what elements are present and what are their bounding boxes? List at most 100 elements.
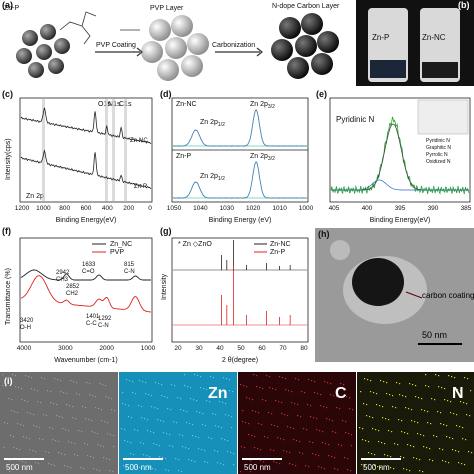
map-dot (93, 457, 95, 459)
map-dot (95, 396, 97, 398)
map-dot (453, 413, 455, 415)
map-dot (250, 460, 252, 462)
map-dot (312, 442, 314, 444)
x-tick-label: 70 (279, 345, 287, 352)
map-dot (32, 450, 34, 452)
map-dot (70, 467, 72, 469)
map-dot (101, 420, 103, 422)
map-dot (267, 437, 269, 439)
map-dot (405, 396, 407, 398)
scale-label: 500 nm (244, 463, 271, 472)
x-tick-label: 80 (300, 345, 308, 352)
map-dot (33, 425, 35, 427)
map-dot (461, 463, 463, 465)
map-dot (249, 398, 251, 400)
map-dot (454, 377, 456, 379)
map-dot (367, 379, 369, 381)
map-dot (456, 425, 458, 427)
map-dot (113, 446, 115, 448)
map-dot (103, 457, 105, 459)
map-dot (342, 420, 344, 422)
map-dot (240, 384, 242, 386)
map-dot (382, 406, 384, 408)
map-dot (190, 398, 192, 400)
map-dot (198, 448, 200, 450)
map-dot (407, 444, 409, 446)
map-dot (37, 390, 39, 392)
map-dot (326, 407, 328, 409)
map-dot (151, 406, 153, 408)
map-dot (221, 438, 223, 440)
map-dot (469, 415, 471, 417)
map-dot (456, 414, 458, 416)
scale-label: 500 nm (6, 463, 33, 472)
map-dot (418, 397, 420, 399)
map-dot (109, 459, 111, 461)
map-dot (384, 443, 386, 445)
sphere (28, 62, 44, 78)
map-dot (196, 400, 198, 402)
map-dot (417, 422, 419, 424)
band-label: CH3 (56, 277, 69, 283)
peak-text: Zn 2p (250, 101, 268, 108)
map-dot (46, 415, 48, 417)
sphere (301, 13, 323, 35)
map-dot (130, 453, 132, 455)
map-dot (432, 460, 434, 462)
map-dot (131, 417, 133, 419)
map-dot (413, 446, 415, 448)
map-dot (29, 449, 31, 451)
map-dot (423, 446, 425, 448)
map-dot (216, 389, 218, 391)
map-dot (347, 469, 349, 471)
map-dot (104, 421, 106, 423)
spectrum (173, 109, 307, 147)
map-dot (13, 436, 15, 438)
map-dot (203, 388, 205, 390)
map-dot (112, 471, 114, 473)
map-dot (313, 417, 315, 419)
sphere (187, 33, 209, 55)
map-dot (206, 400, 208, 402)
sphere (171, 15, 193, 37)
map-dot (50, 402, 52, 404)
inset (417, 99, 469, 135)
x-tick-label: 3000 (58, 345, 73, 352)
map-dot (163, 432, 165, 434)
map-dot (314, 392, 316, 394)
map-dot (376, 404, 378, 406)
map-dot (438, 386, 440, 388)
sphere (22, 30, 38, 46)
map-dot (231, 416, 233, 418)
map-dot (370, 380, 372, 382)
map-dot (343, 384, 345, 386)
map-dot (428, 386, 430, 388)
map-dot (4, 422, 6, 424)
map-dot (129, 380, 131, 382)
map-dot (228, 415, 230, 417)
map-dot (316, 429, 318, 431)
map-dot (372, 428, 374, 430)
map-dot (337, 469, 339, 471)
map-dot (167, 397, 169, 399)
x-tick-label: 800 (59, 205, 70, 212)
peak-sub: 3/2 (268, 104, 275, 110)
frame (171, 237, 309, 343)
annotation: Pyridinic N (336, 115, 374, 124)
sem-image (0, 372, 118, 474)
map-dot (382, 417, 384, 419)
map-dot (360, 391, 362, 393)
map-dot (444, 388, 446, 390)
sphere (271, 39, 293, 61)
map-dot (142, 381, 144, 383)
map-dot (94, 432, 96, 434)
map-dot (35, 451, 37, 453)
map-dot (143, 454, 145, 456)
band-label: C-N (98, 323, 109, 329)
map-dot (93, 468, 95, 470)
map-dot (258, 412, 260, 414)
map-dot (53, 403, 55, 405)
map-dot (459, 426, 461, 428)
map-dot (319, 430, 321, 432)
map-dot (363, 403, 365, 405)
